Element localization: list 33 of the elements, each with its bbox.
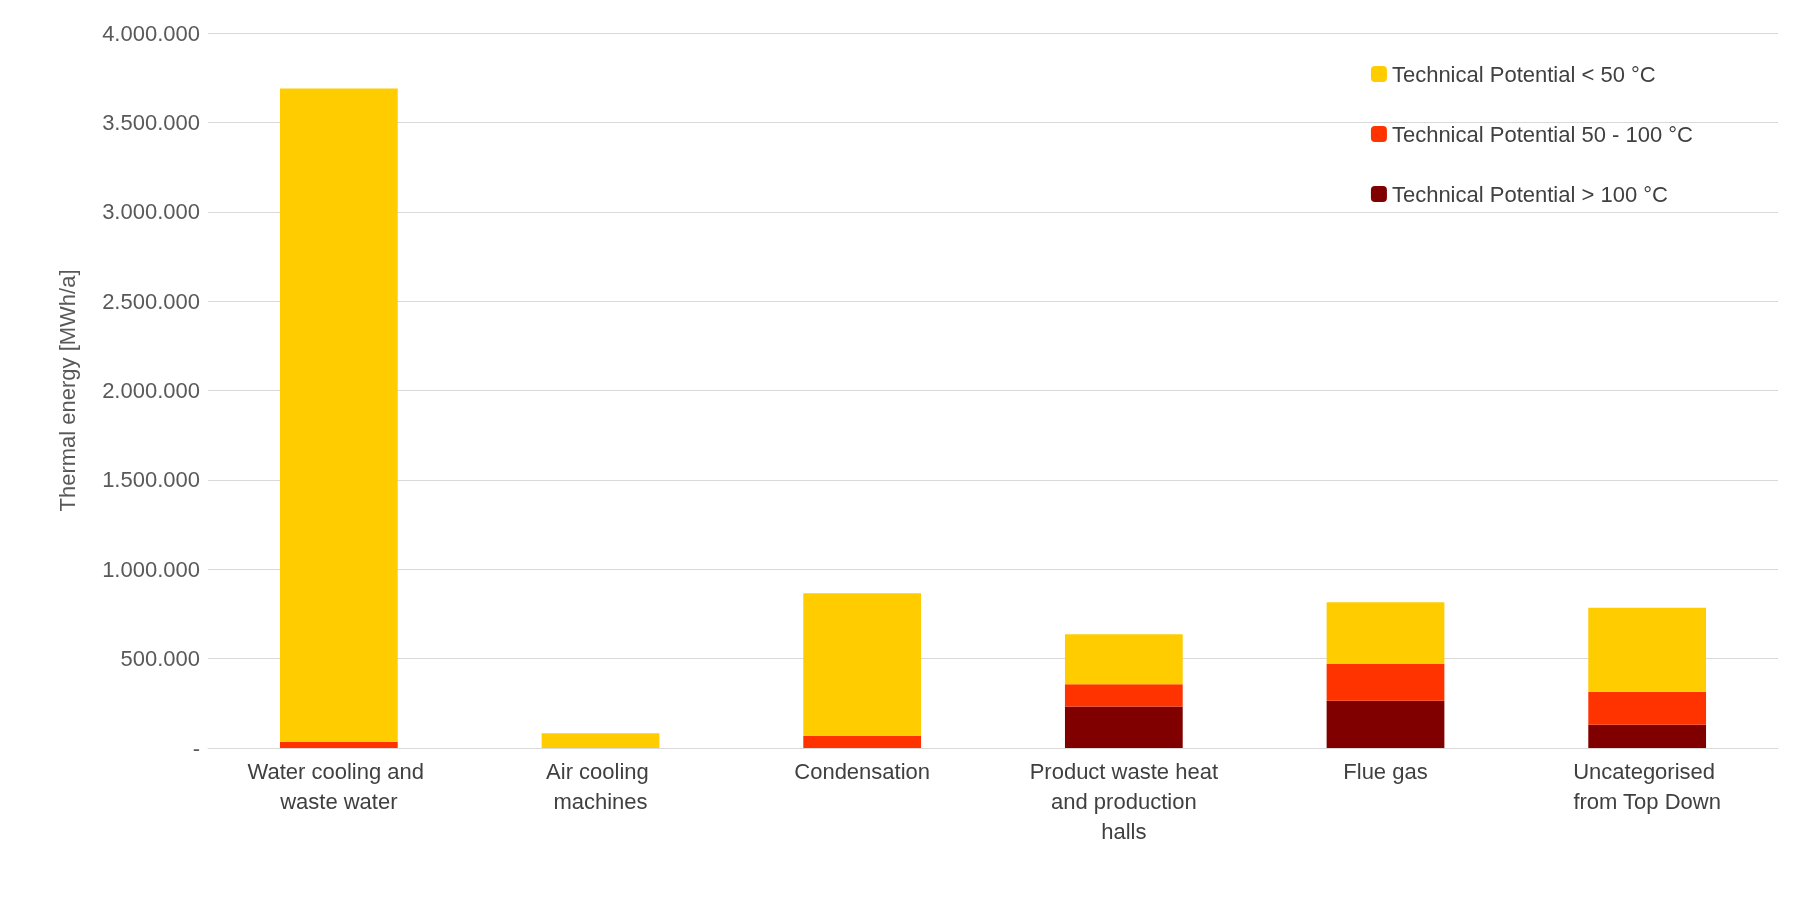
bar: [1588, 724, 1707, 748]
bar: [1326, 700, 1445, 748]
bar: [1326, 663, 1445, 701]
x-tick-label: Flue gas: [1343, 758, 1428, 784]
x-tick-label: Air cooling machines: [546, 758, 655, 814]
bar: [1064, 706, 1183, 748]
bar: [279, 741, 398, 748]
bar: [1588, 607, 1707, 692]
y-tick-label: 4.000.000: [102, 20, 200, 46]
bar: [1326, 602, 1445, 664]
y-tick-label: 3.500.000: [102, 109, 200, 135]
legend-label: Technical Potential > 100 °C: [1391, 181, 1669, 207]
y-tick-label: -: [192, 735, 200, 761]
bar: [1064, 684, 1183, 707]
bar: [803, 735, 922, 748]
legend-label: Technical Potential 50 - 100 °C: [1391, 121, 1694, 147]
y-tick-label: 500.000: [120, 646, 200, 672]
x-tick-label: Water cooling and waste water: [247, 758, 431, 814]
bar: [1064, 634, 1183, 685]
y-axis-title: Thermal energy [MWh/a]: [54, 269, 80, 512]
x-tick-label: Condensation: [794, 758, 931, 784]
x-tick-label: Uncategorised from Top Down: [1573, 758, 1722, 814]
bar: [1588, 691, 1707, 725]
y-tick-label: 2.000.000: [102, 378, 200, 403]
bar: [803, 593, 922, 736]
y-tick-label: 1.500.000: [102, 467, 200, 493]
bar: [279, 88, 398, 742]
x-tick-label: Product waste heat and production halls: [1029, 758, 1219, 844]
legend-label: Technical Potential < 50 °C: [1391, 61, 1656, 87]
y-tick-label: 1.000.000: [102, 556, 200, 582]
y-tick-label: 3.000.000: [102, 199, 200, 225]
bar: [541, 733, 660, 748]
y-tick-label: 2.500.000: [102, 288, 200, 314]
